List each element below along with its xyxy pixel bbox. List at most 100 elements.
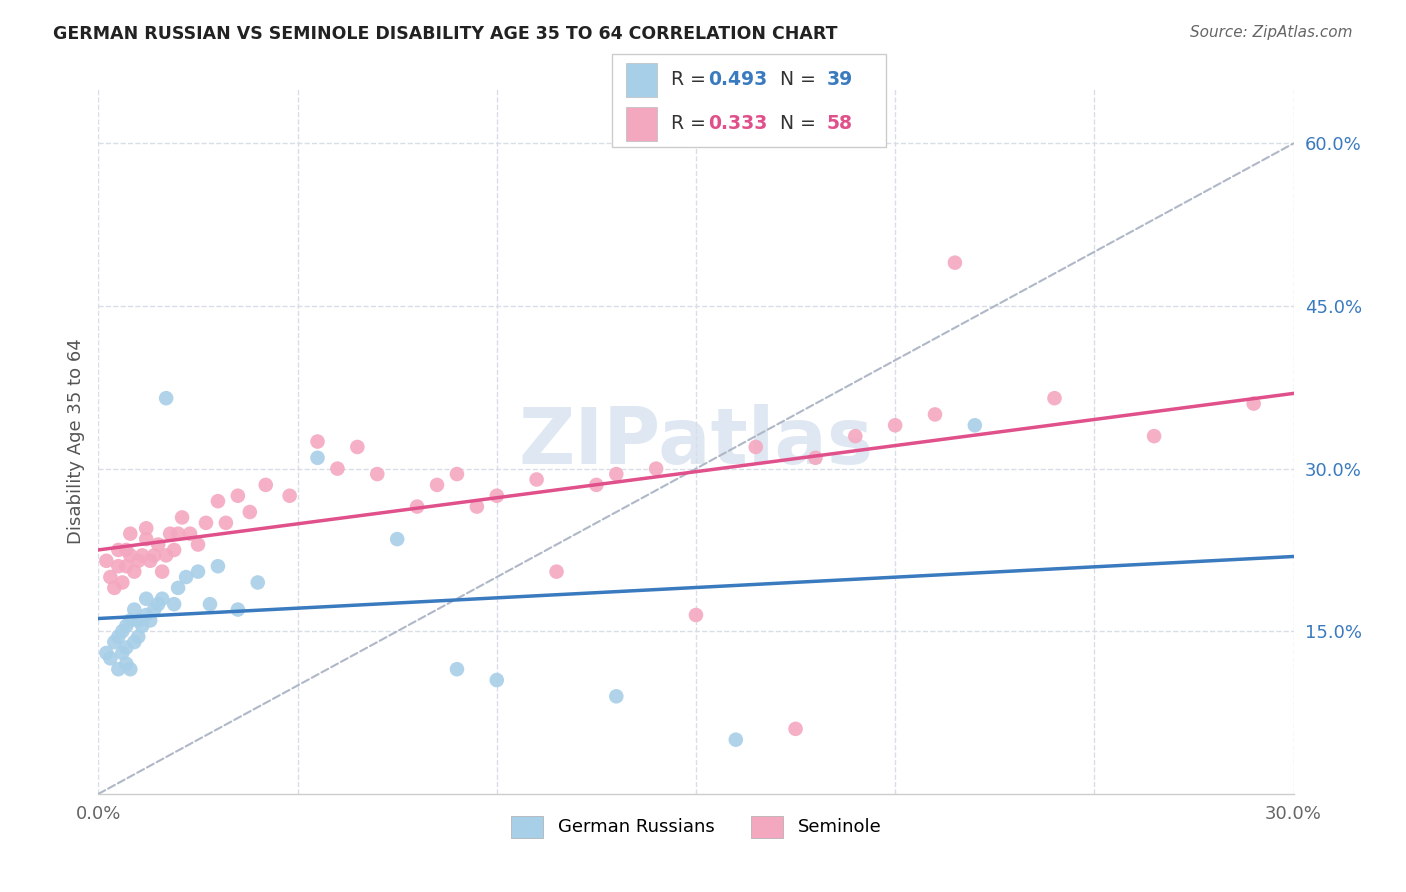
Point	[485, 673, 508, 687]
Point	[107, 662, 129, 676]
Text: ZIPatlas: ZIPatlas	[519, 403, 873, 480]
Point	[135, 532, 157, 546]
Point	[159, 526, 181, 541]
Point	[111, 646, 134, 660]
Point	[526, 473, 548, 487]
Point	[124, 602, 146, 616]
Point	[163, 597, 186, 611]
Point	[844, 429, 866, 443]
Point	[366, 467, 388, 481]
Point	[804, 450, 827, 465]
Point	[98, 570, 122, 584]
Point	[246, 575, 269, 590]
Point	[96, 554, 118, 568]
Point	[446, 662, 468, 676]
Point	[111, 624, 134, 639]
Text: 0.493: 0.493	[709, 70, 768, 89]
Legend: German Russians, Seminole: German Russians, Seminole	[503, 808, 889, 845]
Point	[139, 614, 162, 628]
Point	[155, 549, 177, 563]
Point	[724, 732, 747, 747]
Point	[685, 607, 707, 622]
Point	[135, 607, 157, 622]
Point	[307, 450, 329, 465]
Point	[585, 478, 607, 492]
Point	[187, 537, 209, 551]
Point	[884, 418, 907, 433]
Point	[143, 602, 166, 616]
Point	[187, 565, 209, 579]
Text: 0.333: 0.333	[709, 114, 768, 133]
Point	[120, 526, 142, 541]
Point	[1043, 391, 1066, 405]
Point	[1143, 429, 1166, 443]
Text: 58: 58	[827, 114, 852, 133]
Point	[135, 521, 157, 535]
Point	[198, 597, 221, 611]
Point	[107, 543, 129, 558]
Point	[115, 559, 138, 574]
Point	[167, 526, 190, 541]
Point	[1243, 396, 1265, 410]
Point	[124, 565, 146, 579]
Point	[645, 461, 668, 475]
Point	[307, 434, 329, 449]
Point	[406, 500, 429, 514]
Point	[111, 575, 134, 590]
Point	[179, 526, 201, 541]
Point	[963, 418, 986, 433]
Text: N =: N =	[762, 114, 823, 133]
Point	[103, 581, 125, 595]
Point	[924, 408, 946, 422]
Point	[226, 602, 249, 616]
Point	[745, 440, 768, 454]
Point	[215, 516, 238, 530]
Point	[150, 591, 173, 606]
Point	[131, 619, 153, 633]
Point	[446, 467, 468, 481]
Point	[107, 559, 129, 574]
Point	[148, 537, 170, 551]
Text: 39: 39	[827, 70, 853, 89]
Text: GERMAN RUSSIAN VS SEMINOLE DISABILITY AGE 35 TO 64 CORRELATION CHART: GERMAN RUSSIAN VS SEMINOLE DISABILITY AG…	[53, 25, 838, 43]
Point	[167, 581, 190, 595]
Point	[226, 489, 249, 503]
Point	[115, 640, 138, 655]
Text: Source: ZipAtlas.com: Source: ZipAtlas.com	[1189, 25, 1353, 40]
Point	[174, 570, 197, 584]
Point	[207, 494, 229, 508]
Point	[207, 559, 229, 574]
Point	[139, 554, 162, 568]
Point	[120, 662, 142, 676]
Point	[239, 505, 262, 519]
Point	[150, 565, 173, 579]
Point	[465, 500, 488, 514]
Text: R =: R =	[671, 70, 711, 89]
Point	[346, 440, 368, 454]
Point	[135, 591, 157, 606]
Point	[163, 543, 186, 558]
Point	[96, 646, 118, 660]
Point	[107, 630, 129, 644]
Point	[546, 565, 568, 579]
Text: R =: R =	[671, 114, 711, 133]
Point	[254, 478, 277, 492]
Point	[124, 635, 146, 649]
Y-axis label: Disability Age 35 to 64: Disability Age 35 to 64	[66, 339, 84, 544]
Point	[605, 467, 627, 481]
Point	[120, 549, 142, 563]
Point	[103, 635, 125, 649]
Point	[785, 722, 807, 736]
Point	[120, 614, 142, 628]
Point	[143, 549, 166, 563]
Point	[127, 630, 149, 644]
Point	[426, 478, 449, 492]
Point	[485, 489, 508, 503]
Text: N =: N =	[762, 70, 823, 89]
Point	[605, 690, 627, 704]
Point	[943, 255, 966, 269]
Point	[155, 391, 177, 405]
Point	[195, 516, 218, 530]
Point	[127, 554, 149, 568]
Point	[278, 489, 301, 503]
